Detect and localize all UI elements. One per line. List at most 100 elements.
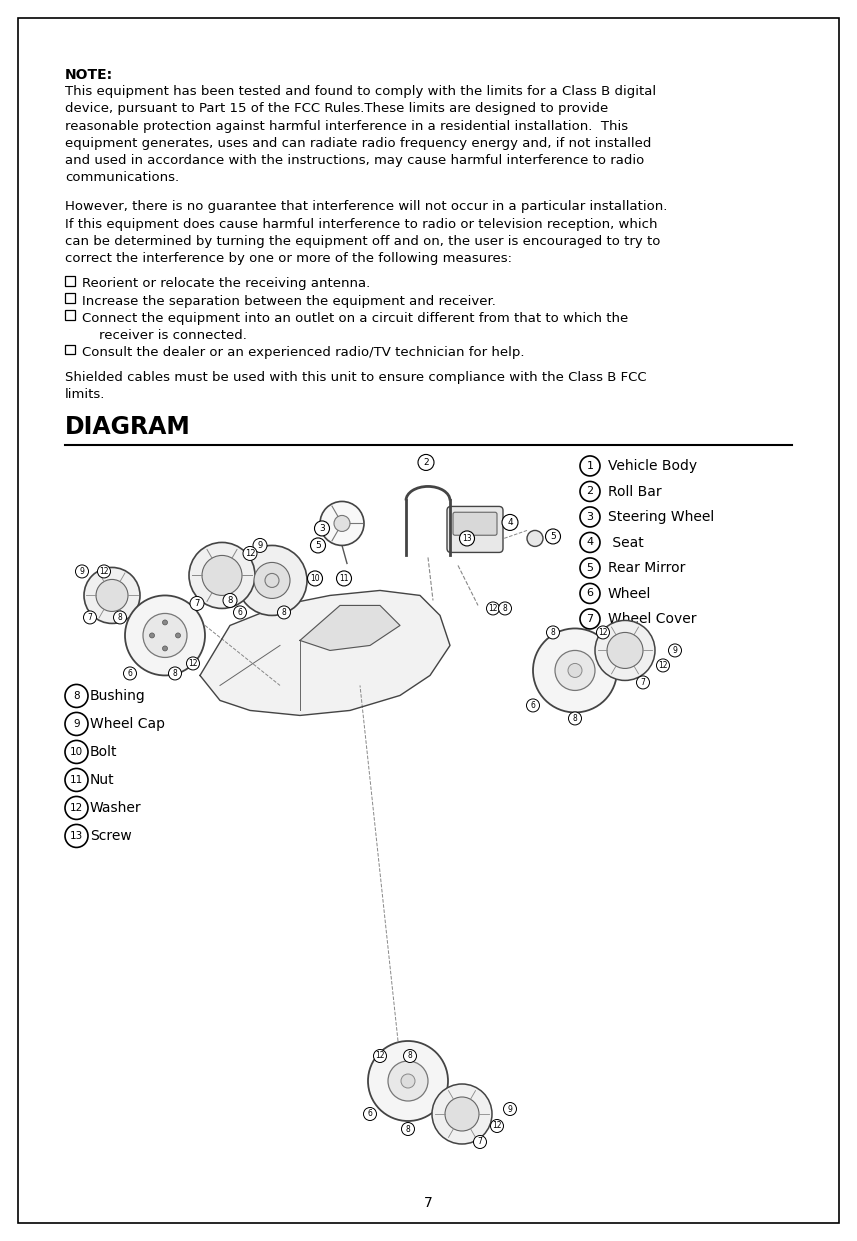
Text: 5: 5 [550, 532, 556, 541]
Circle shape [474, 1136, 487, 1148]
Text: Shielded cables must be used with this unit to ensure compliance with the Class : Shielded cables must be used with this u… [65, 371, 647, 383]
Circle shape [607, 633, 643, 669]
Text: 11: 11 [70, 774, 83, 786]
Text: 7: 7 [87, 613, 93, 622]
Bar [65, 293, 75, 303]
Text: DIAGRAM: DIAGRAM [65, 416, 191, 439]
Circle shape [163, 620, 167, 625]
Text: 10: 10 [310, 573, 320, 583]
Text: 11: 11 [339, 573, 349, 583]
Text: 9: 9 [80, 567, 85, 576]
Circle shape [84, 567, 140, 623]
Text: 12: 12 [492, 1122, 501, 1131]
Text: Increase the separation between the equipment and receiver.: Increase the separation between the equi… [81, 294, 495, 308]
Text: 7: 7 [477, 1138, 482, 1147]
Text: and used in accordance with the instructions, may cause harmful interference to : and used in accordance with the instruct… [65, 154, 644, 168]
Text: 13: 13 [70, 831, 83, 841]
Circle shape [580, 558, 600, 578]
Text: receiver is connected.: receiver is connected. [99, 329, 248, 343]
Circle shape [568, 712, 582, 725]
Circle shape [580, 482, 600, 501]
Text: 12: 12 [245, 549, 255, 558]
Circle shape [401, 1123, 415, 1136]
Circle shape [98, 565, 111, 578]
Text: 6: 6 [530, 701, 536, 710]
Circle shape [547, 625, 560, 639]
Circle shape [668, 644, 681, 656]
Text: 9: 9 [673, 645, 677, 655]
Circle shape [253, 539, 267, 552]
Text: 8: 8 [572, 714, 578, 724]
Text: correct the interference by one or more of the following measures:: correct the interference by one or more … [65, 252, 512, 266]
Circle shape [233, 606, 247, 619]
Text: 6: 6 [237, 608, 243, 617]
Circle shape [337, 571, 351, 586]
Circle shape [65, 741, 88, 763]
Bar [65, 310, 75, 320]
Text: 8: 8 [502, 604, 507, 613]
Text: Rear Mirror: Rear Mirror [608, 561, 686, 576]
Text: 6: 6 [368, 1109, 373, 1118]
Text: 8: 8 [227, 596, 233, 604]
Circle shape [189, 542, 255, 608]
Circle shape [320, 501, 364, 546]
Circle shape [187, 656, 200, 670]
Polygon shape [200, 591, 450, 716]
Circle shape [123, 666, 136, 680]
Text: 12: 12 [375, 1051, 385, 1061]
Text: Washer: Washer [90, 802, 141, 815]
Circle shape [595, 620, 655, 680]
Circle shape [546, 529, 560, 544]
Text: 12: 12 [598, 628, 608, 637]
Text: This equipment has been tested and found to comply with the limits for a Class B: This equipment has been tested and found… [65, 86, 656, 98]
Circle shape [580, 506, 600, 527]
Circle shape [265, 573, 279, 587]
Text: NOTE:: NOTE: [65, 68, 113, 82]
Circle shape [65, 685, 88, 707]
Text: 9: 9 [507, 1104, 512, 1113]
Circle shape [533, 628, 617, 712]
Circle shape [65, 768, 88, 792]
Text: 5: 5 [315, 541, 321, 550]
Text: Bolt: Bolt [90, 746, 117, 759]
Text: 8: 8 [117, 613, 123, 622]
Circle shape [149, 633, 154, 638]
Text: 8: 8 [172, 669, 177, 678]
Text: Nut: Nut [90, 773, 115, 788]
Text: 12: 12 [70, 803, 83, 813]
Bar [65, 276, 75, 285]
Text: 12: 12 [189, 659, 198, 668]
Polygon shape [300, 606, 400, 650]
Text: limits.: limits. [65, 388, 105, 401]
Circle shape [580, 455, 600, 477]
Circle shape [580, 583, 600, 603]
Circle shape [113, 611, 127, 624]
Circle shape [499, 602, 512, 616]
Text: 13: 13 [462, 534, 472, 544]
Circle shape [223, 593, 237, 607]
Text: Vehicle Body: Vehicle Body [608, 459, 697, 473]
Circle shape [65, 797, 88, 819]
Circle shape [65, 824, 88, 848]
Circle shape [65, 712, 88, 736]
Circle shape [504, 1102, 517, 1116]
Circle shape [334, 515, 350, 531]
Text: Reorient or relocate the receiving antenna.: Reorient or relocate the receiving anten… [81, 278, 369, 290]
Text: However, there is no guarantee that interference will not occur in a particular : However, there is no guarantee that inte… [65, 201, 668, 213]
Circle shape [637, 676, 650, 689]
Text: 7: 7 [586, 614, 594, 624]
Text: Seat: Seat [608, 536, 644, 550]
Circle shape [388, 1061, 428, 1101]
Circle shape [418, 454, 434, 470]
Circle shape [278, 606, 291, 619]
Circle shape [404, 1050, 417, 1062]
Text: 8: 8 [551, 628, 555, 637]
Circle shape [310, 537, 326, 553]
Circle shape [656, 659, 669, 671]
FancyBboxPatch shape [447, 506, 503, 552]
Circle shape [243, 546, 257, 561]
Circle shape [568, 664, 582, 678]
Circle shape [96, 580, 128, 612]
Text: Connect the equipment into an outlet on a circuit different from that to which t: Connect the equipment into an outlet on … [81, 311, 627, 325]
Text: Consult the dealer or an experienced radio/TV technician for help.: Consult the dealer or an experienced rad… [81, 346, 524, 360]
